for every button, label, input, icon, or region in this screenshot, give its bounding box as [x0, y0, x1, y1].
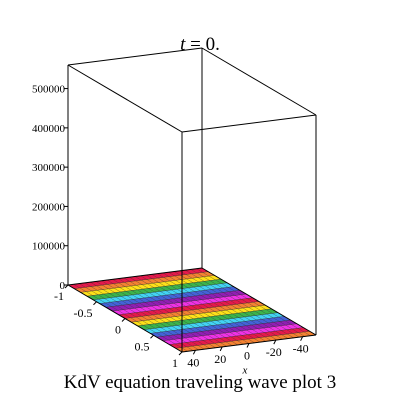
box-edge: [181, 114, 317, 133]
surface-grid-line: [112, 279, 227, 347]
z-tick-label: 500000: [32, 84, 66, 96]
plot-caption: KdV equation traveling wave plot 3: [63, 372, 337, 393]
surface-grid-line: [190, 269, 305, 337]
surface-grid-line: [118, 278, 233, 346]
y-tick-mark: [150, 334, 154, 339]
x-axis-label: x: [242, 365, 248, 377]
x-tick-label: 40: [187, 355, 199, 369]
surface-grid-line: [146, 274, 261, 343]
title-variable: t: [180, 34, 186, 55]
surface-grid-line: [179, 270, 294, 338]
z-tick-label: 200000: [32, 201, 66, 213]
y-tick-label: 0: [115, 323, 121, 337]
z-tick-label: 400000: [32, 123, 66, 135]
y-tick-label: 1: [172, 356, 178, 370]
surface-grid-line: [90, 282, 205, 350]
x-tick-mark: [246, 343, 250, 348]
y-tick-mark: [121, 318, 126, 322]
surface-grid-line: [79, 283, 194, 351]
surface-grid-line: [129, 277, 244, 345]
y-tick-mark: [93, 301, 97, 306]
x-tick-label: 0: [244, 349, 250, 363]
bounding-box: [67, 47, 317, 353]
box-edge: [67, 47, 203, 66]
surface-grid-line: [73, 284, 188, 352]
y-tick-label: -0.5: [74, 306, 93, 320]
box-edge: [67, 64, 183, 133]
axis-ticks: 0 100000 200000 300000 400000 500000 -1 -0.5 0 0.…: [32, 84, 309, 370]
title-relation: = 0.: [185, 34, 220, 55]
y-tick-mark: [178, 351, 183, 356]
y-tick-label: -1: [54, 289, 64, 303]
x-tick-mark: [192, 350, 196, 355]
surface-grid-line: [185, 269, 300, 338]
x-tick-label: 20: [214, 352, 226, 366]
surface-grid-line: [123, 277, 238, 346]
box-edge: [201, 267, 317, 336]
surface-grid-line: [168, 272, 283, 340]
x-tick-mark: [300, 336, 304, 341]
x-tick-mark: [219, 346, 223, 352]
z-tick-label: 100000: [32, 241, 66, 253]
box-edge: [201, 47, 317, 116]
surface-grid-line: [151, 274, 266, 342]
surface-grid-line: [95, 281, 210, 349]
surface-grid-line: [196, 268, 311, 336]
z-tick-label: 0: [60, 280, 66, 292]
y-tick-mark: [64, 284, 69, 289]
z-tick-label: 300000: [32, 162, 66, 174]
plot-title: t = 0.: [0, 34, 400, 56]
y-tick-label: 0.5: [135, 339, 150, 353]
surface-mesh: [67, 267, 317, 353]
surface-grid-line: [101, 280, 216, 348]
x-tick-label: -20: [266, 345, 282, 359]
surface-grid-line: [174, 271, 289, 339]
x-tick-label: -40: [293, 342, 309, 356]
surface-grid-line: [107, 279, 222, 348]
axis-labels: x: [242, 365, 248, 377]
surface-grid-line: [84, 282, 199, 351]
surface-grid-line: [134, 276, 250, 344]
x-tick-mark: [273, 339, 277, 345]
box-edge: [67, 267, 203, 286]
surface-grid-line: [140, 275, 255, 343]
surface-grid-line: [157, 273, 272, 341]
